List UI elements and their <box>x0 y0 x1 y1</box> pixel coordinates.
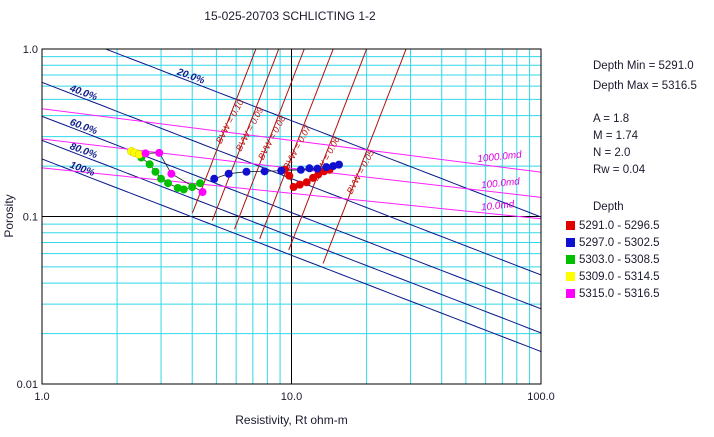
data-point <box>277 166 286 175</box>
bvw-line <box>322 49 407 264</box>
legend-swatch <box>566 221 575 230</box>
bvw-line <box>234 49 305 230</box>
plot-border <box>41 48 542 385</box>
chart-title: 15-025-20703 SCHLICTING 1-2 <box>204 9 376 23</box>
legend-swatch <box>566 238 575 247</box>
data-point <box>155 148 164 157</box>
saturation-line <box>42 158 541 352</box>
m-param-label: M = 1.74 <box>593 130 639 142</box>
legend-label: 5315.0 - 5316.5 <box>579 288 660 300</box>
x-tick-label: 1.0 <box>34 391 49 403</box>
data-point <box>164 179 173 188</box>
depth-max-label: Depth Max = 5316.5 <box>593 80 697 92</box>
depth-min-label: Depth Min = 5291.0 <box>593 60 694 72</box>
legend-item: 5297.0 - 5302.5 <box>566 237 660 249</box>
data-point <box>302 178 311 187</box>
n-param-label: N = 2.0 <box>593 147 631 159</box>
permeability-line <box>42 167 541 220</box>
data-point <box>157 174 166 183</box>
data-point <box>167 169 176 178</box>
rw-param-label: Rw = 0.04 <box>593 164 646 176</box>
data-point <box>198 188 207 197</box>
data-point <box>210 174 219 183</box>
y-tick-label: 0.1 <box>23 212 38 224</box>
bvw-line <box>288 49 368 251</box>
legend-label: 5297.0 - 5302.5 <box>579 237 660 249</box>
plot-lines <box>42 49 541 352</box>
legend-label: 5291.0 - 5296.5 <box>579 220 660 232</box>
permeability-label: 1000.0md <box>477 149 523 165</box>
data-point <box>242 167 251 176</box>
permeability-line <box>42 138 541 198</box>
data-point <box>188 183 197 192</box>
saturation-line <box>104 49 541 218</box>
x-axis-label: Resistivity, Rt ohm-m <box>235 413 347 427</box>
legend-swatch <box>566 289 575 298</box>
y-axis-label: Porosity <box>2 194 16 237</box>
data-point <box>196 179 205 188</box>
data-point <box>305 164 314 173</box>
permeability-label: 10.0md <box>481 199 516 213</box>
y-tick-label: 0.01 <box>17 379 38 391</box>
legend-swatch <box>566 272 575 281</box>
data-point <box>151 167 160 176</box>
legend-label: 5309.0 - 5314.5 <box>579 271 660 283</box>
data-point <box>141 149 150 158</box>
data-point <box>173 183 182 192</box>
data-point <box>224 169 233 178</box>
data-point <box>145 160 154 169</box>
bvw-line <box>259 49 334 240</box>
data-point <box>334 160 343 169</box>
data-point <box>260 167 269 176</box>
data-point <box>313 164 322 173</box>
legend-title: Depth <box>593 201 624 213</box>
legend-item: 5303.0 - 5308.5 <box>566 254 660 266</box>
saturation-line <box>42 139 541 334</box>
x-tick-label: 10.0 <box>281 391 302 403</box>
data-point <box>179 185 188 194</box>
y-tick-label: 1.0 <box>23 44 38 56</box>
permeability-line <box>42 108 541 173</box>
legend-label: 5303.0 - 5308.5 <box>579 254 660 266</box>
x-tick-label: 100.0 <box>527 391 555 403</box>
legend-item: 5315.0 - 5316.5 <box>566 288 660 300</box>
legend-item: 5309.0 - 5314.5 <box>566 271 660 283</box>
a-param-label: A = 1.8 <box>593 113 630 125</box>
data-point <box>289 183 298 192</box>
data-point <box>296 165 305 174</box>
permeability-label: 100.0md <box>481 176 521 191</box>
data-trace <box>127 147 343 197</box>
data-point <box>322 163 331 172</box>
data-point <box>285 171 294 180</box>
series-line <box>145 152 203 193</box>
data-point <box>295 180 304 189</box>
legend-swatch <box>566 255 575 264</box>
legend-item: 5291.0 - 5296.5 <box>566 220 660 232</box>
